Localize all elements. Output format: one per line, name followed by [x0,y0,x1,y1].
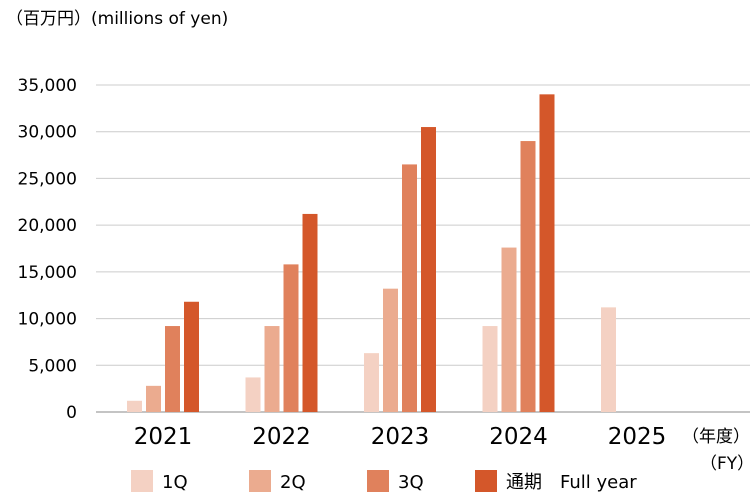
legend-label: 2Q [280,472,306,493]
bar-2021-2 [146,385,161,412]
bar-2023-4 [421,127,436,413]
bar-2022-2 [264,326,280,412]
bar-2022-3 [283,264,299,412]
bar-2021-3 [165,326,180,412]
bars [127,94,616,413]
legend-swatch [475,470,497,492]
bar-2025-1 [601,307,616,412]
y-tick-label: 5,000 [28,356,77,376]
y-tick-label: 20,000 [18,216,77,236]
bar-2024-2 [501,247,517,412]
y-tick-label: 35,000 [18,76,77,96]
legend-swatch [131,470,153,492]
x-axis-categories: 2021 2022 2023 2024 2025 [134,424,667,450]
y-unit-label: （百万円）(millions of yen) [6,9,228,29]
y-axis-ticks: 0 5,000 10,000 15,000 20,000 25,000 30,000 35,0… [18,76,77,423]
legend-label: 1Q [162,472,188,493]
bar-2024-3 [520,141,536,413]
bar-2024-1 [482,326,498,412]
y-tick-label: 25,000 [18,169,77,189]
bar-2023-2 [383,288,398,412]
bar-2023-3 [402,164,417,412]
bar-2021-1 [127,400,142,412]
legend-label: 3Q [398,472,424,493]
legend-swatch [249,470,271,492]
x-category-label: 2024 [489,424,548,450]
bar-2022-1 [245,377,261,412]
bar-2022-4 [302,213,318,412]
y-tick-label: 0 [66,403,77,423]
legend: 1Q 2Q 3Q 通期 Full year [131,470,637,493]
legend-swatch [367,470,389,492]
x-category-label: 2023 [371,424,430,450]
bar-2021-4 [184,301,199,412]
bar-2023-1 [364,353,379,412]
x-unit-label-ja: （年度） [682,427,750,447]
y-tick-label: 10,000 [18,310,77,330]
x-category-label: 2025 [608,424,667,450]
bar-2024-4 [539,94,555,412]
y-tick-label: 15,000 [18,263,77,283]
x-unit-label-en: （FY） [700,454,750,474]
legend-label: 通期 Full year [506,472,637,493]
y-tick-label: 30,000 [18,123,77,143]
x-category-label: 2022 [252,424,311,450]
x-category-label: 2021 [134,424,193,450]
